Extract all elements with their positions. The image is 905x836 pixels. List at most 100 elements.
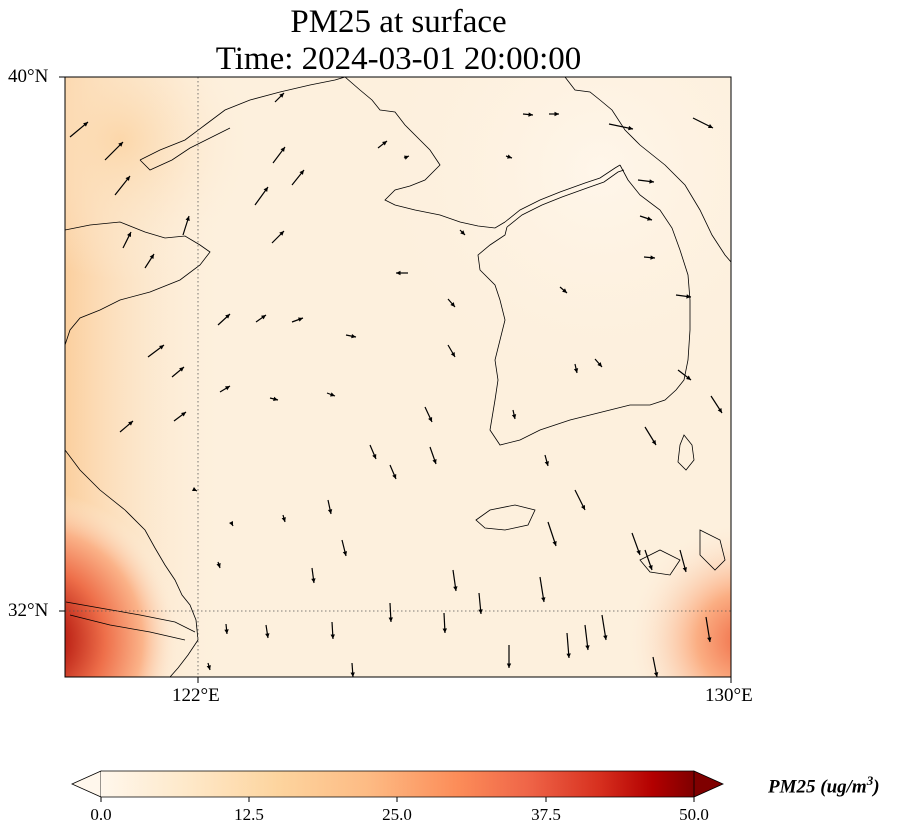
wind-arrow-head [506, 663, 512, 668]
wind-arrow-head [707, 124, 713, 128]
wind-arrow-head [528, 112, 533, 117]
wind-arrow-head [597, 362, 602, 367]
wind-arrow-head [181, 412, 186, 417]
wind-arrow-head [342, 551, 348, 556]
wind-arrow-head [585, 645, 590, 650]
wind-arrow-head [350, 672, 355, 677]
wind-arrow-head [280, 147, 285, 152]
colorbar-tick-label: 12.5 [234, 805, 264, 824]
wind-arrow-head [686, 375, 691, 380]
wind-arrow-head [450, 352, 455, 357]
wind-arrow-head [717, 408, 722, 413]
wind-arrow-head [125, 176, 130, 181]
wind-arrow-head [265, 633, 270, 638]
wind-arrow-head [279, 93, 284, 98]
wind-arrow-head [159, 345, 164, 350]
wind-arrow-head [552, 541, 557, 546]
wind-arrow-head [127, 232, 131, 238]
colorbar-gradient [101, 771, 694, 797]
wind-arrow-head [428, 416, 433, 422]
wind-arrow-head [650, 255, 655, 260]
wind-arrow-head [372, 453, 377, 459]
wind-arrow-head [225, 386, 230, 391]
wind-arrow-head [229, 520, 233, 526]
wind-arrow-head [562, 288, 567, 293]
wind-arrow-head [330, 392, 335, 397]
wind-vectors [69, 92, 723, 677]
wind-arrow-head [351, 333, 356, 339]
colorbar-tick-label: 50.0 [679, 805, 709, 824]
wind-arrow-head [299, 170, 304, 175]
wind-arrow-head [281, 517, 286, 522]
wind-arrow-head [478, 609, 483, 614]
wind-arrow-head [330, 634, 335, 639]
wind-arrow-head [682, 567, 687, 572]
map-frame [64, 76, 732, 678]
wind-arrow-head [382, 141, 387, 146]
wind-arrow-head [554, 111, 559, 117]
wind-arrow-head [83, 122, 88, 127]
wind-arrow-head [388, 617, 393, 622]
wind-arrow-head [216, 563, 221, 568]
wind-arrow-head [628, 125, 633, 131]
wind-arrow-head [442, 628, 447, 633]
wind-arrow-head [581, 504, 585, 510]
wind-arrow-head [128, 421, 133, 426]
wind-arrow-head [648, 565, 653, 570]
wind-arrow-head [185, 216, 190, 221]
wind-arrow-head [460, 230, 465, 235]
wind-arrow-head [707, 637, 712, 642]
gridlines [65, 77, 731, 677]
wind-arrow-head [311, 578, 316, 583]
wind-arrow-head [507, 154, 512, 159]
wind-arrow-head [649, 179, 654, 184]
wind-arrow-head [263, 187, 268, 192]
colorbar-ticks [100, 797, 695, 802]
wind-arrow-head [224, 629, 229, 634]
wind-arrow-head [686, 294, 691, 299]
lon-label-130e: 130°E [705, 685, 753, 706]
wind-arrow-head [261, 315, 266, 320]
map-subtitle-time: Time: 2024-03-01 20:00:00 [215, 41, 582, 77]
wind-arrow-head [432, 459, 437, 464]
lat-label-32n: 32°N [8, 600, 49, 621]
colorbar-tick-label: 25.0 [382, 805, 412, 824]
colorbar-extend-max [693, 770, 724, 798]
wind-arrow-head [149, 254, 154, 259]
wind-arrow-head [651, 440, 656, 445]
wind-arrow-head [511, 414, 517, 419]
wind-arrow-head [647, 216, 652, 221]
axis-ticks [59, 76, 732, 683]
colorbar-tick-label: 37.5 [531, 805, 561, 824]
lon-label-122e: 122°E [172, 685, 220, 706]
wind-arrow-head [191, 487, 197, 491]
wind-arrow-head [225, 314, 230, 319]
wind-arrow-head [603, 635, 608, 640]
wind-arrow-head [273, 396, 278, 402]
wind-arrow-head [453, 586, 458, 591]
wind-arrow-head [573, 368, 579, 373]
wind-arrow-head [404, 155, 409, 160]
coastlines [65, 77, 731, 677]
wind-arrow-head [179, 367, 184, 372]
colorbar-label: PM25 (ug/m3) [768, 773, 880, 798]
wind-arrow-head [636, 550, 641, 555]
wind-arrow-head [118, 142, 123, 147]
pm25-field [65, 77, 731, 677]
wind-arrow-head [450, 302, 455, 307]
wind-arrow-head [541, 597, 546, 602]
wind-arrow-head [653, 672, 659, 677]
wind-arrow-head [327, 509, 333, 514]
wind-arrow-head [298, 317, 303, 322]
wind-arrow-head [396, 270, 401, 276]
wind-arrow-head [279, 231, 284, 236]
wind-arrow-head [206, 665, 211, 670]
wind-arrow-head [566, 653, 571, 658]
wind-arrow-head [392, 473, 397, 479]
colorbar-tick-label: 0.0 [90, 805, 112, 824]
wind-arrow-head [544, 461, 549, 466]
lat-label-40n: 40°N [8, 66, 49, 87]
colorbar-extend-min [71, 770, 102, 798]
